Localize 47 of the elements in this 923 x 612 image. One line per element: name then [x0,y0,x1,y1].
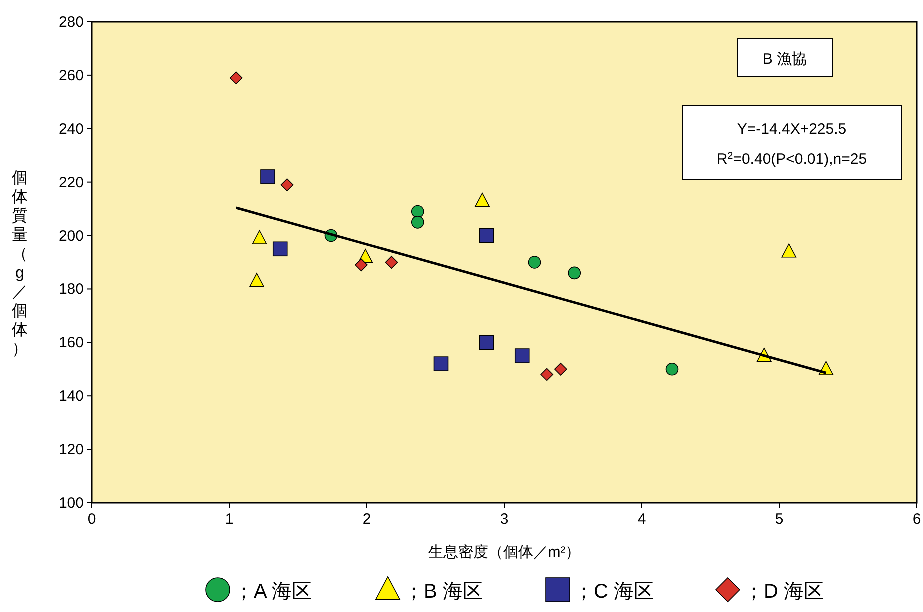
y-tick-label: 180 [58,281,84,298]
legend-label: ；A 海区 [234,581,312,603]
x-axis-title: 生息密度（個体／m²） [428,544,581,561]
point [411,216,424,229]
point [540,368,554,382]
point [479,228,494,244]
x-tick-label: 0 [88,511,96,528]
point [479,335,494,350]
annotation: R$^{2}$=0.40(P<0.01),n=25 [716,150,868,168]
y-tick-label: 120 [58,442,84,459]
point [355,258,368,272]
x-tick-label: 4 [638,511,646,528]
point [411,205,424,218]
y-tick-label: 260 [58,67,84,84]
point [475,192,490,208]
x-tick-label: 2 [362,511,372,528]
point [434,356,449,372]
point [568,266,582,280]
point [280,178,294,192]
y-tick-label: 240 [58,120,84,138]
text: 個体質量（g／個体） [12,170,28,358]
y-tick-label: 160 [58,334,84,352]
point [666,362,679,376]
point [250,273,264,288]
y-tick-label: 220 [58,174,84,192]
x-tick-label: 6 [912,511,922,528]
y-tick-label: 140 [58,388,84,406]
annotation: Y=-14.4X+225.5 [737,121,847,138]
y-tick-label: 200 [58,228,84,245]
legend-label: ；B 海区 [404,581,483,603]
annotation: B 漁協 [762,51,808,68]
point [385,256,398,269]
legend-label: ；C 海区 [574,581,654,603]
y-tick-label: 280 [58,14,84,31]
point [230,72,243,85]
point [554,362,568,376]
x-tick-label: 3 [500,511,509,528]
point [514,348,530,364]
point [528,256,542,269]
point [782,244,797,258]
x-tick-label: 1 [225,511,234,528]
point [252,230,268,244]
x-tick-label: 5 [775,511,784,528]
point [272,242,288,257]
y-tick-label: 100 [58,495,84,512]
point [260,170,276,184]
legend-label: ；D 海区 [744,581,824,603]
